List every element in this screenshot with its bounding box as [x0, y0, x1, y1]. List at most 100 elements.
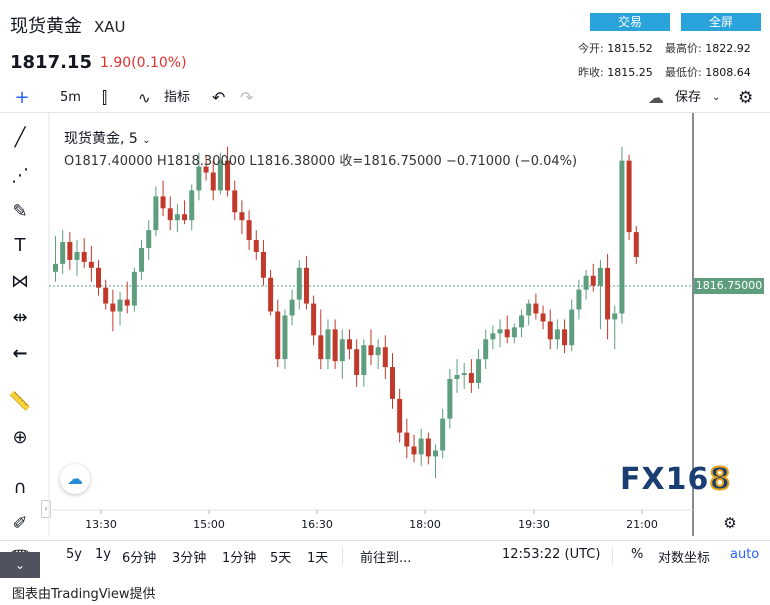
- candle: [246, 210, 252, 250]
- candle-body: [425, 438, 431, 457]
- candle-body: [504, 329, 510, 338]
- candle-body: [619, 160, 625, 314]
- candle: [67, 232, 73, 270]
- chevron-down-icon[interactable]: ⌄: [712, 92, 721, 103]
- candle: [368, 329, 374, 366]
- axis-settings-gear-icon[interactable]: ⚙: [723, 514, 736, 532]
- instrument-title: 现货黄金 XAU: [10, 12, 126, 38]
- redo-icon[interactable]: ↷: [240, 88, 254, 107]
- range-1y[interactable]: 1y: [95, 547, 111, 562]
- candle: [203, 154, 209, 181]
- trend-line-icon[interactable]: ╱: [14, 127, 26, 148]
- candle-body: [124, 299, 130, 306]
- candle: [268, 269, 274, 316]
- candle: [60, 230, 66, 274]
- candle: [296, 259, 302, 310]
- candle-body: [239, 212, 245, 221]
- candle-body: [210, 172, 216, 191]
- candle-body: [225, 160, 231, 191]
- candle: [375, 339, 381, 370]
- candle: [490, 325, 496, 350]
- hide-tools-button[interactable]: ⌄: [0, 552, 40, 578]
- candle-body: [440, 418, 446, 451]
- candles-group: [53, 146, 639, 479]
- candle: [96, 259, 102, 296]
- candle: [167, 196, 173, 231]
- candle-type-icon[interactable]: ⫿: [102, 88, 108, 107]
- log-scale-toggle[interactable]: 对数坐标: [658, 551, 711, 566]
- chart-credit: 图表由TradingView提供: [12, 587, 156, 602]
- tradingview-logo-icon[interactable]: ☁: [60, 464, 90, 494]
- candle-body: [117, 299, 123, 312]
- candle-body: [189, 190, 195, 221]
- candle-body: [411, 446, 417, 455]
- indicators-button[interactable]: 指标: [164, 90, 191, 105]
- ruler-icon[interactable]: 📏: [8, 391, 32, 412]
- candle: [139, 240, 145, 280]
- text-icon[interactable]: T: [14, 235, 26, 256]
- auto-scale-toggle[interactable]: auto: [730, 547, 760, 562]
- candle: [605, 253, 611, 340]
- candle-body: [203, 166, 209, 173]
- percent-toggle[interactable]: %: [631, 547, 644, 562]
- arrow-left-icon[interactable]: ←: [12, 343, 28, 364]
- price-change: 1.90(0.10%): [100, 55, 187, 71]
- candle: [124, 281, 130, 314]
- candle: [583, 269, 589, 300]
- interval-button[interactable]: 5m: [60, 90, 81, 105]
- gear-icon[interactable]: ⚙: [738, 88, 754, 108]
- zoom-icon[interactable]: ⊕: [12, 427, 28, 448]
- range-1d[interactable]: 1天: [307, 551, 329, 566]
- candle-body: [597, 267, 603, 286]
- candle-body: [260, 251, 266, 278]
- crosshair-icon[interactable]: +: [14, 87, 30, 108]
- stat-high: 最高价: 1822.92: [665, 42, 751, 55]
- indicators-icon[interactable]: ∿: [138, 89, 151, 107]
- chart-legend-title[interactable]: 现货黄金, 5 ⌄: [64, 131, 151, 147]
- lock-drawing-icon[interactable]: ✐: [12, 513, 28, 534]
- fullscreen-button[interactable]: 全屏: [681, 13, 761, 31]
- undo-icon[interactable]: ↶: [212, 88, 226, 107]
- candle: [504, 315, 510, 344]
- chart-toolbar: + 5m ⫿ ∿ 指标 ↶ ↷ ☁ 保存 ⌄ ⚙: [0, 84, 770, 112]
- brush-icon[interactable]: ✎: [12, 201, 28, 222]
- candle: [633, 226, 639, 264]
- range-3m[interactable]: 3分钟: [172, 551, 207, 566]
- candle: [425, 432, 431, 465]
- trade-button[interactable]: 交易: [590, 13, 670, 31]
- range-6m[interactable]: 6分钟: [122, 551, 157, 566]
- candle-body: [268, 277, 274, 312]
- save-button[interactable]: 保存: [675, 90, 702, 105]
- candle-body: [404, 432, 410, 447]
- stat-prev-close: 昨收: 1815.25: [578, 66, 653, 79]
- goto-date-button[interactable]: 前往到...: [360, 551, 412, 566]
- toolbar-divider: [0, 112, 770, 113]
- last-price-label: 1816.75000: [694, 278, 764, 294]
- pattern-icon[interactable]: ⋈: [11, 271, 29, 292]
- candle-body: [174, 214, 180, 221]
- candle: [468, 359, 474, 393]
- candle: [88, 245, 94, 282]
- measure-icon[interactable]: ⇹: [12, 307, 28, 328]
- candle: [146, 220, 152, 260]
- candle: [74, 240, 80, 276]
- range-1m[interactable]: 1分钟: [222, 551, 257, 566]
- candle: [189, 184, 195, 231]
- candle-body: [519, 315, 525, 328]
- candle: [131, 267, 137, 312]
- magnet-icon[interactable]: ∩: [13, 477, 27, 498]
- fx168-logo: FX168: [620, 461, 732, 498]
- clock[interactable]: 12:53:22 (UTC): [502, 547, 601, 562]
- candle-body: [447, 378, 453, 419]
- range-5y[interactable]: 5y: [66, 547, 82, 562]
- candle: [483, 329, 489, 370]
- candle-body: [282, 315, 288, 360]
- collapse-tools-icon[interactable]: ‹: [41, 500, 51, 518]
- range-5d[interactable]: 5天: [270, 551, 292, 566]
- candle: [339, 329, 345, 379]
- candle-body: [81, 251, 87, 262]
- candle: [275, 299, 281, 368]
- fib-icon[interactable]: ⋰: [11, 165, 29, 186]
- candle-body: [346, 339, 352, 350]
